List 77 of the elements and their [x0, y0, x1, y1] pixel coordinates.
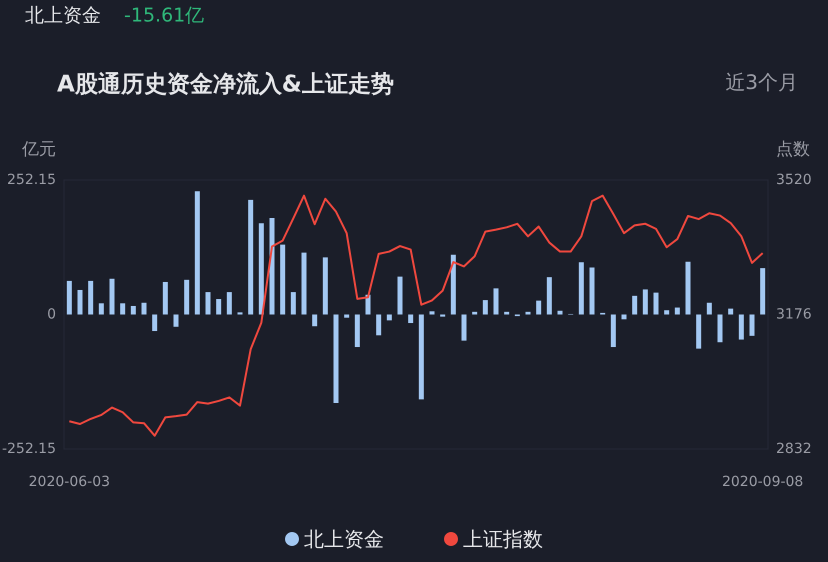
- bar: [206, 292, 210, 314]
- bar: [194, 191, 200, 314]
- x-tick-label: 2020-06-03: [28, 474, 110, 490]
- bar: [546, 277, 552, 314]
- bar: [110, 278, 114, 314]
- bar: [88, 280, 94, 314]
- bar: [622, 314, 626, 320]
- bar: [322, 257, 328, 314]
- y2-tick-label: 3520: [776, 172, 812, 188]
- y-tick-label: 252.15: [7, 172, 56, 188]
- bar: [258, 223, 264, 314]
- x-tick-label: 2020-09-08: [722, 474, 804, 490]
- bar: [408, 314, 414, 324]
- bar: [674, 308, 680, 314]
- y-tick-label: -252.15: [2, 441, 56, 457]
- bar: [376, 314, 382, 336]
- chart-title: A股通历史资金净流入&上证走势: [57, 70, 394, 98]
- bar: [706, 302, 712, 314]
- bar: [738, 314, 744, 340]
- bar: [482, 300, 488, 314]
- bar: [290, 292, 296, 314]
- bar: [142, 302, 146, 314]
- y2-tick-label: 2832: [776, 441, 812, 457]
- bar: [664, 310, 670, 314]
- bar: [98, 303, 104, 314]
- line-series: [68, 194, 764, 437]
- bar: [386, 314, 392, 320]
- bar: [344, 314, 350, 318]
- legend-label: 上证指数: [463, 527, 543, 551]
- bar: [312, 314, 318, 326]
- bar: [632, 296, 638, 314]
- bar: [526, 312, 530, 314]
- text: 近3个月: [725, 70, 798, 94]
- bar: [334, 314, 338, 404]
- text: 北上资金: [25, 4, 101, 26]
- bar: [686, 262, 690, 314]
- text: -15.61亿: [124, 4, 204, 26]
- bar: [226, 292, 232, 314]
- bar: [654, 292, 658, 314]
- bar: [760, 268, 766, 314]
- bar: [590, 268, 594, 314]
- y2-tick-label: 3176: [776, 306, 812, 322]
- bar: [302, 252, 306, 314]
- bar: [536, 300, 542, 314]
- bar: [610, 314, 616, 348]
- bar: [558, 310, 562, 314]
- bar: [494, 288, 498, 314]
- bar: [130, 306, 136, 314]
- bar: [398, 276, 402, 314]
- y2-axis-title: 点数: [776, 140, 810, 160]
- bar: [472, 312, 478, 314]
- bar: [418, 314, 424, 400]
- bar: [450, 254, 456, 314]
- bar: [248, 200, 254, 314]
- bar: [696, 314, 702, 349]
- bar: [174, 314, 178, 327]
- bar: [216, 299, 222, 314]
- legend-label: 北上资金: [304, 527, 384, 551]
- bar: [152, 314, 158, 332]
- bar: [642, 289, 648, 314]
- bar: [750, 314, 754, 336]
- bar: [462, 314, 466, 341]
- y-axis-title: 亿元: [21, 140, 56, 160]
- bar: [728, 308, 734, 314]
- bar: [78, 290, 82, 314]
- y-tick-label: 0: [47, 306, 56, 322]
- bar: [162, 282, 168, 314]
- bar: [184, 280, 190, 314]
- bar: [280, 244, 286, 314]
- bar: [578, 262, 584, 314]
- bar: [504, 312, 510, 314]
- bar: [120, 303, 126, 314]
- bar: [430, 311, 434, 314]
- bar: [718, 314, 722, 342]
- bar: [66, 280, 72, 314]
- bar: [354, 314, 360, 348]
- bar: [270, 218, 274, 314]
